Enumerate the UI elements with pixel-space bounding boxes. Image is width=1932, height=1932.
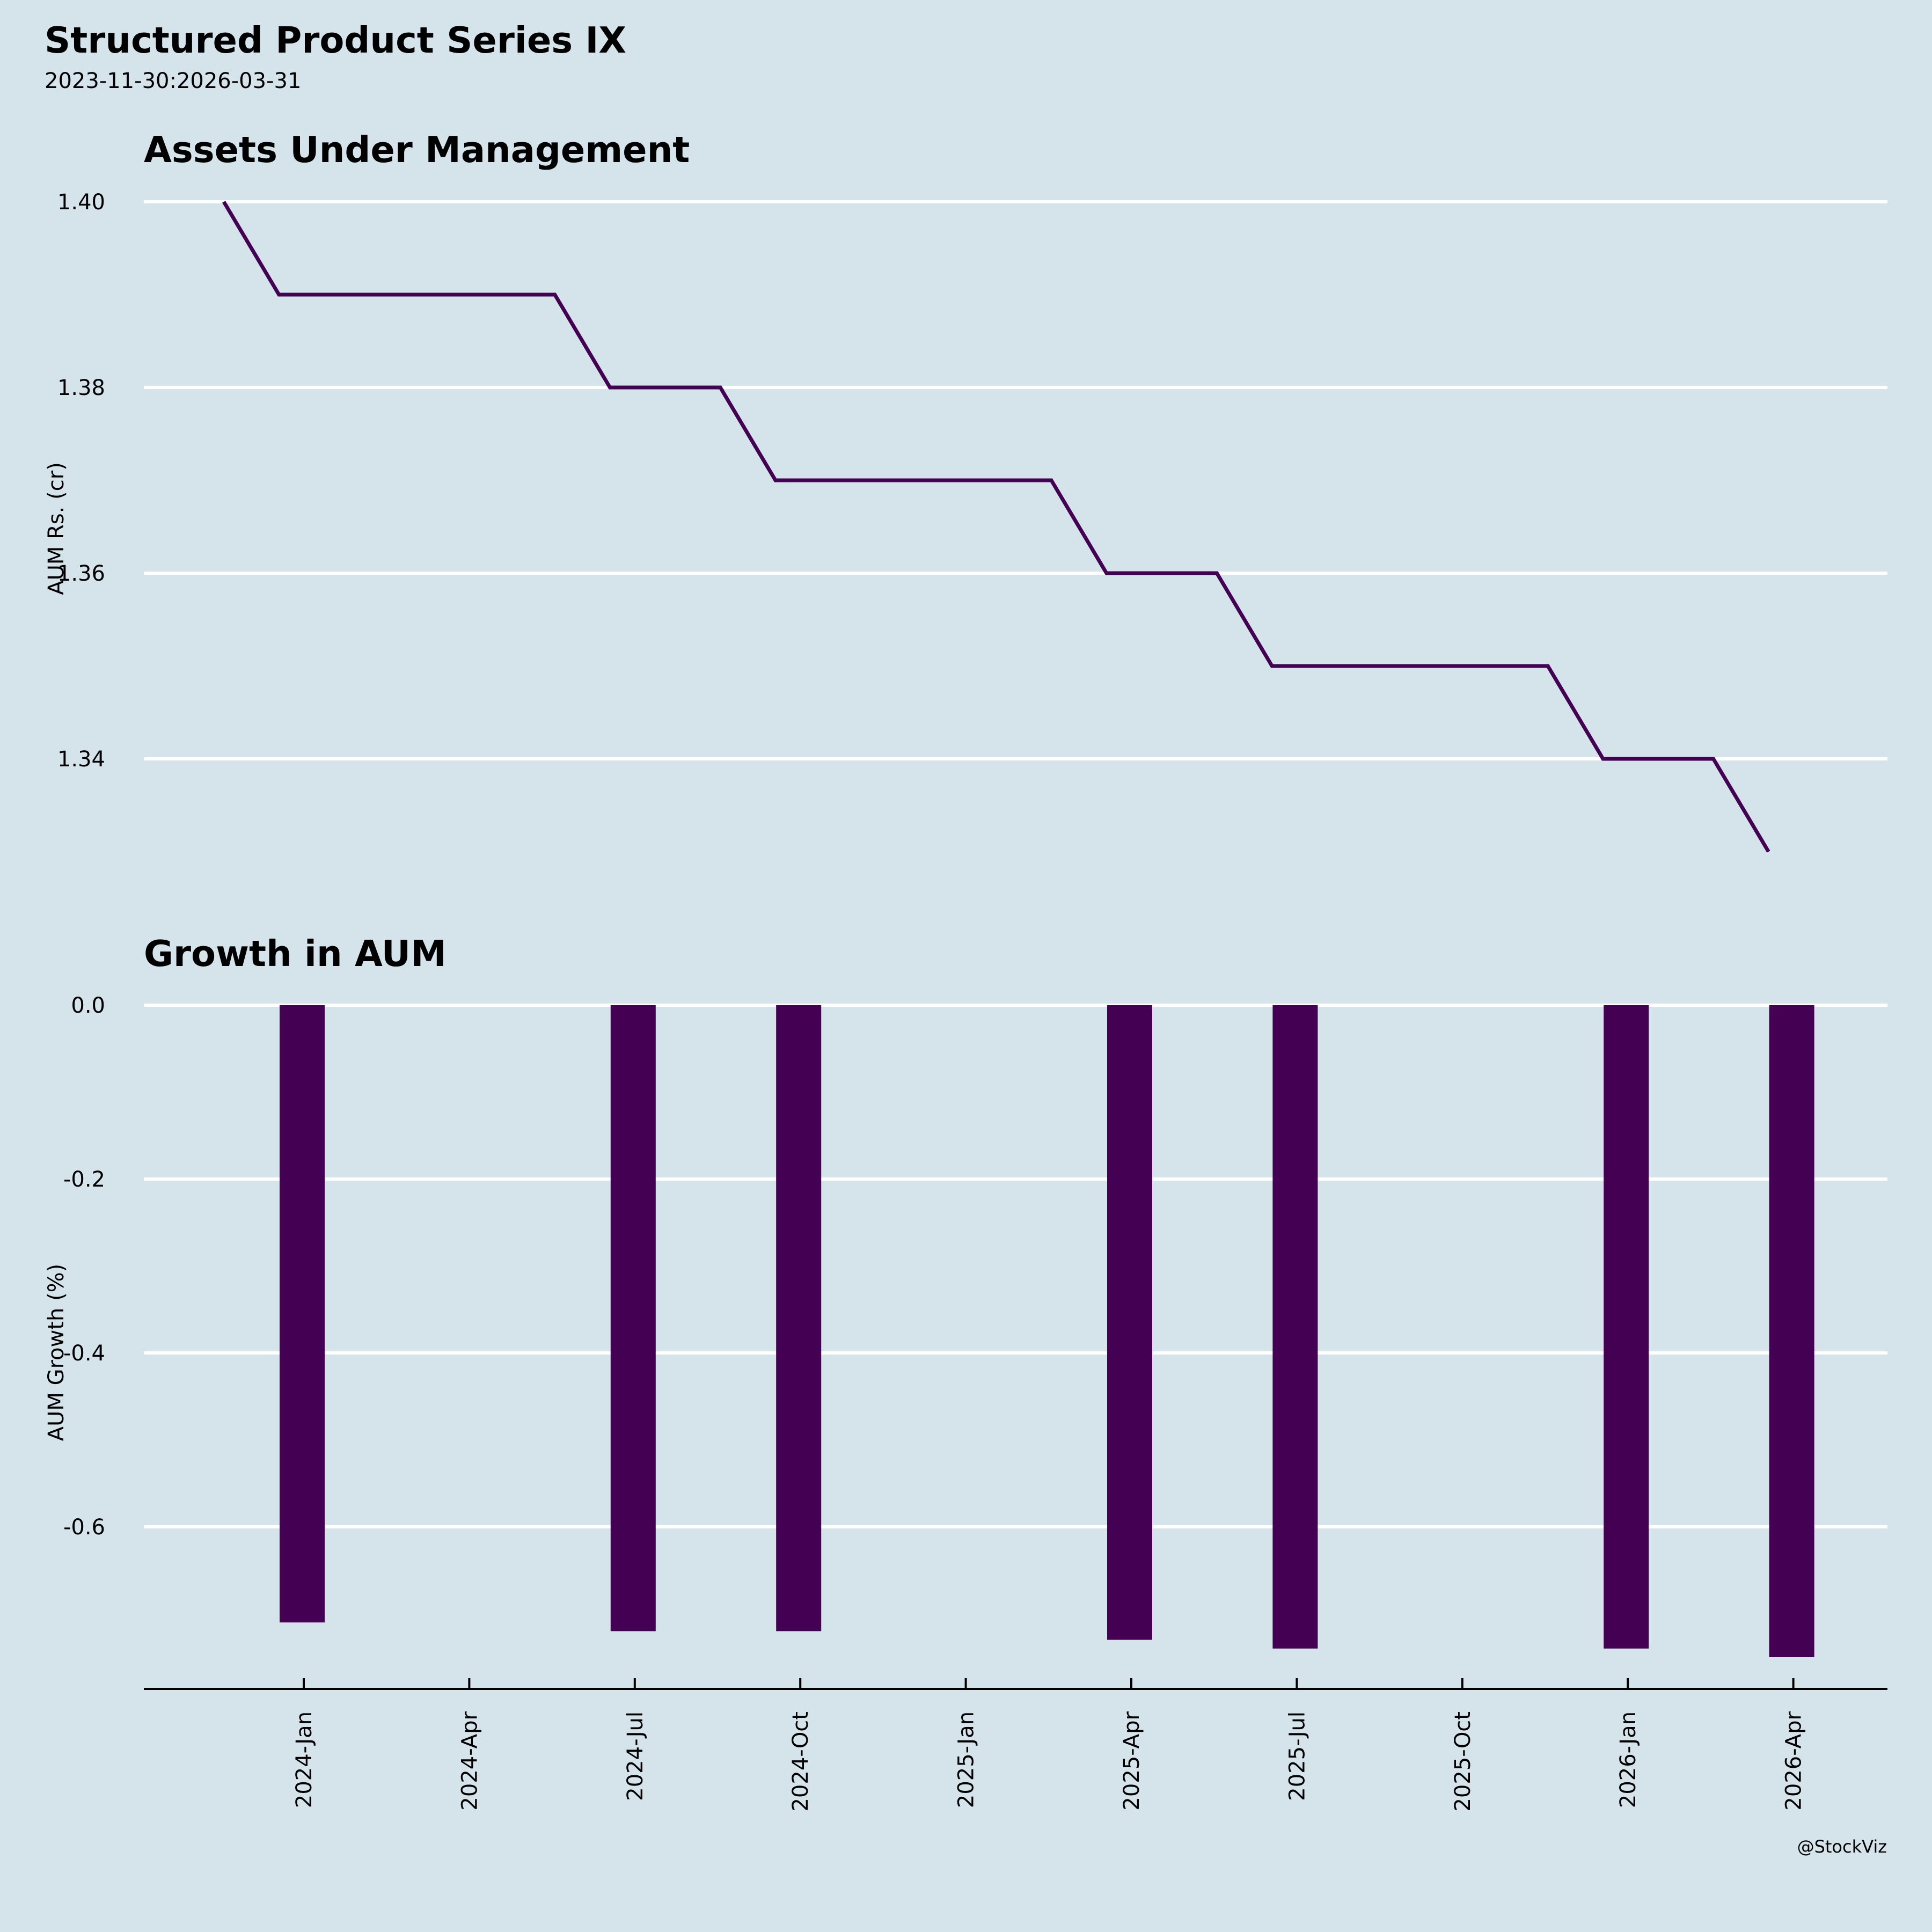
x-tick-label: 2025-Jan xyxy=(954,1711,979,1808)
growth-y-axis-label: AUM Growth (%) xyxy=(44,1264,69,1441)
growth-bar xyxy=(1107,1005,1152,1640)
x-tick-label: 2025-Apr xyxy=(1119,1711,1144,1810)
growth-bar xyxy=(1272,1005,1318,1649)
growth-y-tick-label: -0.4 xyxy=(63,1341,105,1366)
x-tick-label: 2024-Apr xyxy=(457,1711,482,1810)
growth-bars xyxy=(280,1005,1814,1657)
aum-series xyxy=(222,201,1770,853)
x-tick-label: 2024-Jan xyxy=(292,1711,317,1808)
x-tick-label: 2025-Jul xyxy=(1285,1711,1309,1801)
aum-y-tick-label: 1.38 xyxy=(57,376,105,400)
aum-y-tick-label: 1.40 xyxy=(57,190,105,215)
growth-bar xyxy=(1604,1005,1649,1649)
aum-gridlines xyxy=(144,200,1887,760)
x-tick-marks: 2024-Jan 2024-Apr 2024-Jul 2024-Oct 2025-Jan… xyxy=(292,1678,1806,1812)
growth-y-tick-label: -0.2 xyxy=(63,1167,105,1192)
growth-bar xyxy=(280,1005,325,1623)
x-tick-label: 2024-Oct xyxy=(788,1711,813,1812)
aum-y-tick-label: 1.36 xyxy=(57,561,105,586)
growth-gridlines xyxy=(144,1004,1887,1528)
aum-y-tick-labels: 1.40 1.38 1.36 1.34 xyxy=(57,190,105,772)
growth-y-tick-label: 0.0 xyxy=(71,993,105,1018)
aum-chart-title: Assets Under Management xyxy=(144,129,690,171)
growth-chart-title: Growth in AUM xyxy=(144,933,447,975)
x-tick-label: 2025-Oct xyxy=(1451,1711,1475,1812)
aum-y-tick-label: 1.34 xyxy=(57,747,105,772)
page-title: Structured Product Series IX xyxy=(45,19,627,61)
aum-y-axis-label: AUM Rs. (cr) xyxy=(44,462,69,595)
growth-bar xyxy=(776,1005,822,1631)
growth-bar xyxy=(1769,1005,1814,1657)
x-tick-label: 2026-Jan xyxy=(1616,1711,1641,1808)
aum-line xyxy=(222,201,1770,853)
date-range-subtitle: 2023-11-30:2026-03-31 xyxy=(45,69,302,93)
x-tick-label: 2024-Jul xyxy=(623,1711,648,1801)
credit-footer: @StockViz xyxy=(1797,1836,1887,1857)
growth-y-tick-labels: 0.0 -0.2 -0.4 -0.6 xyxy=(63,993,105,1540)
x-tick-label: 2026-Apr xyxy=(1782,1711,1806,1810)
growth-bar xyxy=(610,1005,656,1631)
growth-y-tick-label: -0.6 xyxy=(63,1515,105,1540)
